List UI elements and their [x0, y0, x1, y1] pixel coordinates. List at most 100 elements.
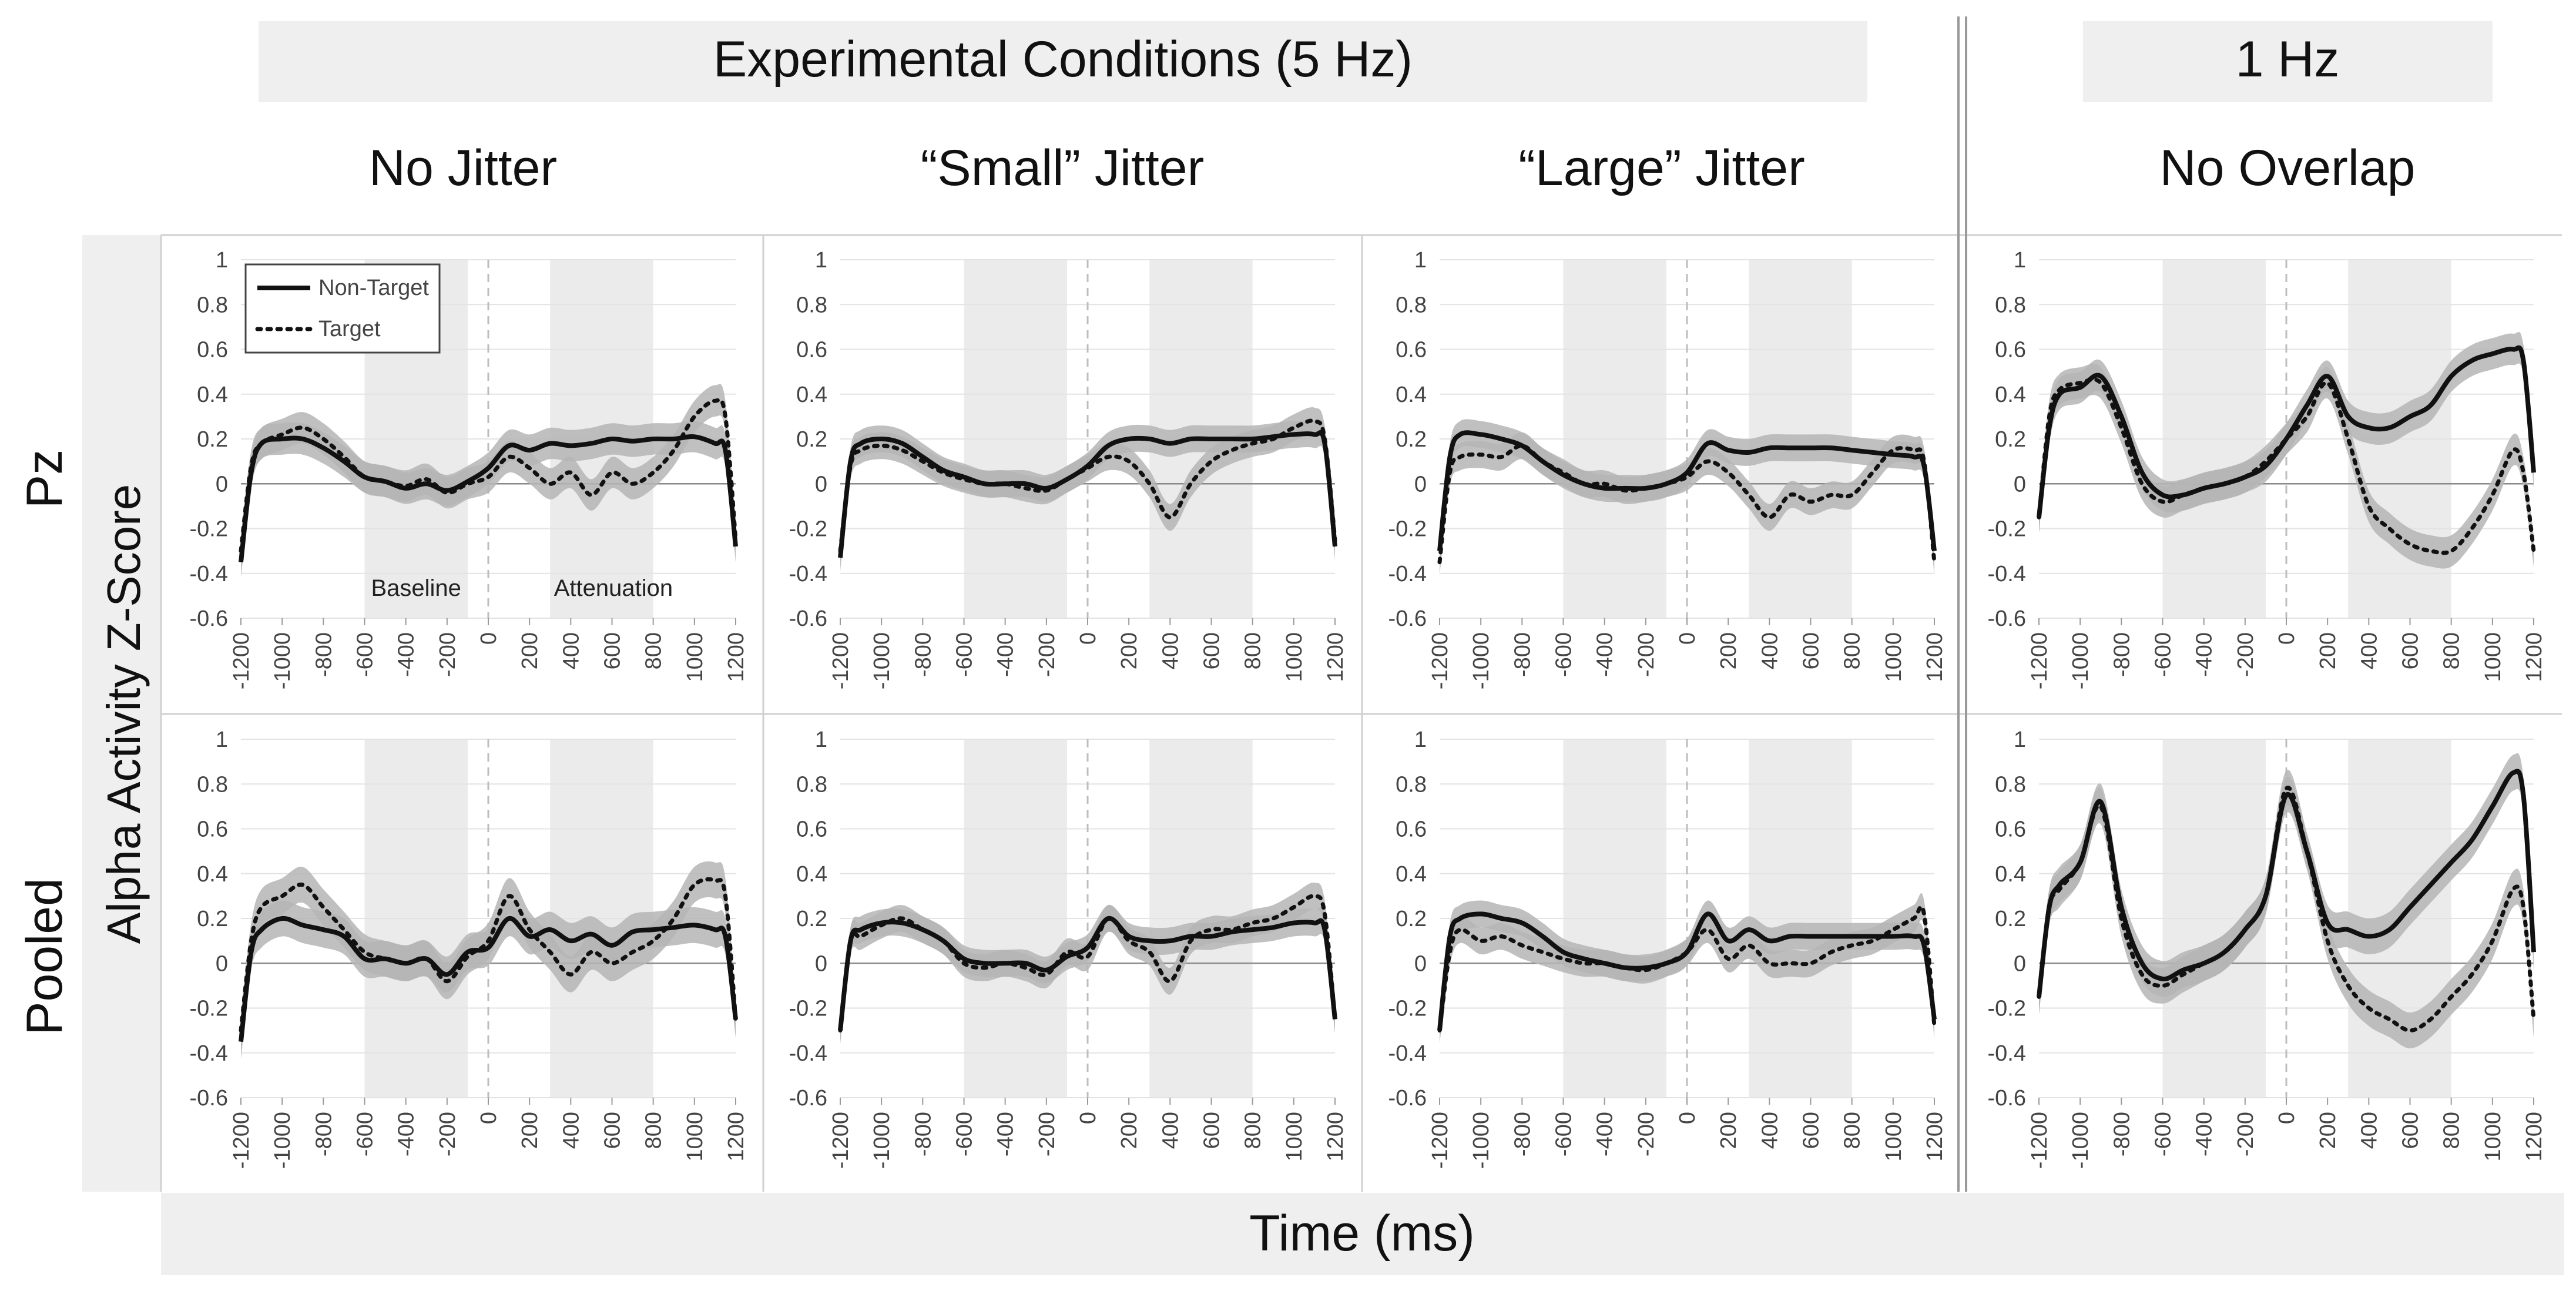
x-tick-label: -400: [2192, 1112, 2217, 1156]
panel-pz-no-overlap: 1 0.8 0.6 0.4 0.2 0 -0.2 -0.4 -0.6-1200 -1000 -800…: [1988, 248, 2547, 689]
x-tick-label: -600: [2151, 1112, 2176, 1156]
x-tick-label: -200: [435, 1112, 460, 1156]
row-label-pooled: Pooled: [16, 878, 73, 1035]
x-tick-label: -800: [2109, 632, 2134, 677]
y-tick-label: -0.4: [789, 562, 827, 586]
x-tick-label: -400: [1593, 632, 1618, 677]
x-tick-label: -800: [1510, 632, 1535, 677]
y-tick-label: -0.4: [1388, 562, 1427, 586]
y-tick-label: 0.2: [1396, 427, 1427, 452]
x-tick-label: -200: [1035, 632, 1059, 677]
group-header-1hz-bg: [2083, 21, 2493, 102]
target-line: [838, 894, 1337, 1033]
x-tick-label: 600: [1799, 632, 1824, 669]
x-tick-label: 0: [477, 1112, 501, 1124]
baseline-label: Baseline: [371, 575, 461, 601]
x-tick-label: -200: [2233, 632, 2258, 677]
y-tick-label: 0.8: [796, 293, 827, 317]
y-tick-label: 1: [216, 727, 228, 752]
legend-label-target: Target: [318, 317, 381, 341]
x-tick-label: -600: [353, 632, 378, 677]
x-tick-label: 1000: [2481, 632, 2505, 682]
x-axis-title: Time (ms): [1249, 1205, 1475, 1262]
y-tick-label: 0.6: [796, 817, 827, 842]
y-tick-label: 1: [2014, 248, 2026, 273]
x-tick-label: 800: [1241, 632, 1266, 669]
x-tick-label: 400: [1757, 1112, 1782, 1149]
non-target-line: [838, 916, 1337, 1031]
y-tick-label: 0.4: [197, 383, 228, 407]
x-tick-label: -800: [2109, 1112, 2134, 1156]
x-tick-label: -1200: [2027, 632, 2052, 689]
y-tick-label: -0.6: [1388, 1086, 1427, 1111]
x-tick-label: -1200: [1428, 1112, 1453, 1169]
y-tick-label: -0.6: [789, 1086, 827, 1111]
x-tick-label: -600: [1552, 632, 1577, 677]
x-tick-label: -800: [911, 632, 935, 677]
x-tick-label: 1200: [1923, 632, 1947, 682]
target-ci-band: [840, 407, 1335, 565]
x-tick-label: 400: [1158, 1112, 1183, 1149]
y-tick-label: -0.4: [190, 1041, 228, 1066]
x-tick-label: 800: [2440, 632, 2464, 669]
y-tick-label: -0.4: [1388, 1041, 1427, 1066]
condition-title-no-overlap: No Overlap: [2160, 140, 2416, 196]
x-tick-label: 400: [559, 1112, 583, 1149]
x-tick-label: 0: [2275, 632, 2299, 645]
x-tick-label: -200: [1634, 632, 1659, 677]
x-tick-label: 0: [2275, 1112, 2299, 1124]
x-tick-label: 1000: [1282, 632, 1307, 682]
y-tick-label: -0.4: [1988, 1041, 2026, 1066]
x-tick-label: -1000: [2068, 632, 2093, 689]
y-tick-label: -0.2: [1388, 997, 1427, 1021]
y-tick-label: 0.4: [197, 862, 228, 887]
x-tick-label: -200: [2233, 1112, 2258, 1156]
panel-grid: [160, 234, 2562, 1192]
x-tick-label: 1200: [2522, 1112, 2547, 1162]
x-tick-label: -1000: [270, 1112, 295, 1169]
x-tick-label: 0: [477, 632, 501, 645]
x-tick-label: -1200: [829, 632, 853, 689]
x-tick-label: 1200: [1323, 1112, 1348, 1162]
x-tick-label: 800: [1241, 1112, 1266, 1149]
x-tick-label: 600: [2399, 632, 2423, 669]
y-tick-label: 0.8: [1396, 293, 1427, 317]
y-tick-label: -0.2: [1988, 997, 2026, 1021]
y-tick-label: -0.6: [789, 606, 827, 631]
x-tick-label: -1200: [829, 1112, 853, 1169]
x-tick-label: 200: [2316, 1112, 2340, 1149]
y-tick-label: -0.4: [1988, 562, 2026, 586]
x-tick-label: -1000: [1469, 632, 1494, 689]
legend-label-non-target: Non-Target: [318, 276, 429, 300]
y-axis-title: Alpha Activity Z-Score: [98, 484, 150, 944]
y-tick-label: 0: [1414, 951, 1427, 976]
x-tick-label: 1000: [1881, 632, 1906, 682]
y-tick-label: 0.4: [1396, 383, 1427, 407]
y-tick-label: 0: [216, 951, 228, 976]
y-tick-label: -0.6: [1988, 1086, 2026, 1111]
y-tick-label: -0.6: [190, 1086, 228, 1111]
attenuation-label: Attenuation: [554, 575, 673, 601]
x-tick-label: -1200: [1428, 632, 1453, 689]
y-tick-label: -0.6: [1388, 606, 1427, 631]
row-label-pz: Pz: [16, 450, 73, 508]
y-tick-label: 0.4: [1995, 383, 2026, 407]
non-target-line: [2037, 345, 2536, 518]
y-tick-label: 0.8: [1396, 772, 1427, 797]
y-tick-label: -0.2: [190, 517, 228, 542]
x-tick-label: -600: [353, 1112, 378, 1156]
x-tick-label: 200: [1117, 1112, 1142, 1149]
non-target-line: [1437, 430, 1937, 552]
x-tick-label: -1000: [870, 632, 894, 689]
x-tick-label: 800: [1840, 1112, 1865, 1149]
target-line: [1437, 443, 1937, 565]
y-tick-label: 0: [2014, 951, 2026, 976]
x-tick-label: -400: [2192, 632, 2217, 677]
y-tick-label: 0: [815, 951, 827, 976]
x-tick-label: 0: [1675, 1112, 1700, 1124]
target-line: [2037, 377, 2536, 555]
condition-title-no-jitter: No Jitter: [369, 140, 557, 196]
x-tick-label: 600: [1799, 1112, 1824, 1149]
x-tick-label: -200: [435, 632, 460, 677]
x-tick-label: -1000: [870, 1112, 894, 1169]
